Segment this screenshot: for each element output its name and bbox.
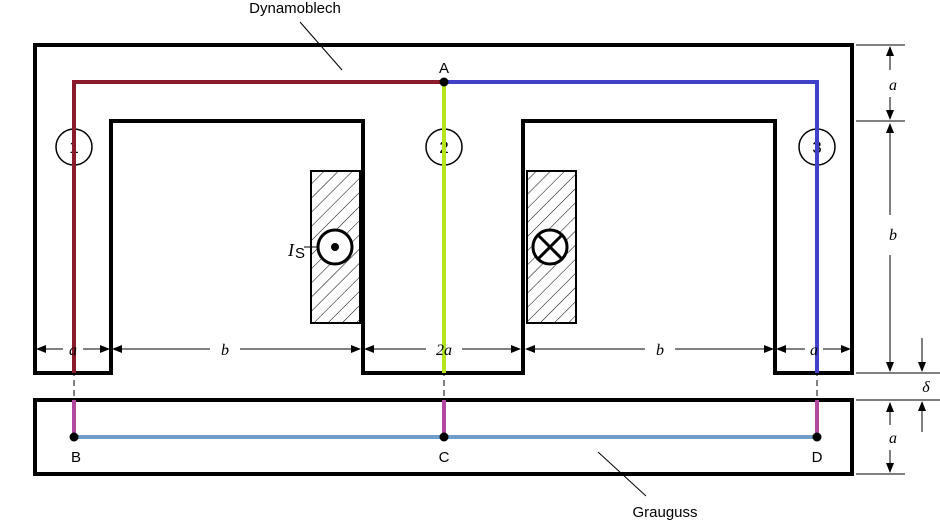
node-c-dot [439, 432, 449, 442]
dim-bottom-2a: 2a [436, 342, 452, 359]
material-label-grauguss: Grauguss [632, 504, 697, 521]
dim-right-delta: δ [922, 379, 930, 396]
material-label-dynamoblech: Dynamoblech [249, 0, 341, 17]
dim-right-a-top: a [889, 77, 897, 94]
node-b-label: B [71, 449, 81, 466]
dim-bottom-b-right: b [656, 342, 664, 359]
dim-right-a-bottom: a [889, 430, 897, 447]
dim-right-b: b [889, 227, 897, 244]
dynamoblech-leader [299, 21, 343, 71]
node-b-dot [69, 432, 79, 442]
dim-bottom-a-left: a [69, 342, 77, 359]
dimension-column-right [856, 44, 940, 475]
node-d-label: D [812, 449, 823, 466]
node-d-dot [812, 432, 822, 442]
dim-bottom-a-right: a [810, 342, 818, 359]
current-out-symbol [316, 228, 354, 266]
node-a-label: A [439, 60, 449, 77]
grauguss-leader [597, 451, 647, 497]
node-a-dot [439, 77, 449, 87]
node-c-label: C [439, 449, 450, 466]
flux-path-left [72, 80, 444, 373]
flux-path-right [444, 80, 819, 373]
current-label: IS [287, 240, 305, 262]
dim-bottom-b-left: b [221, 342, 229, 359]
current-in-symbol [531, 228, 569, 266]
